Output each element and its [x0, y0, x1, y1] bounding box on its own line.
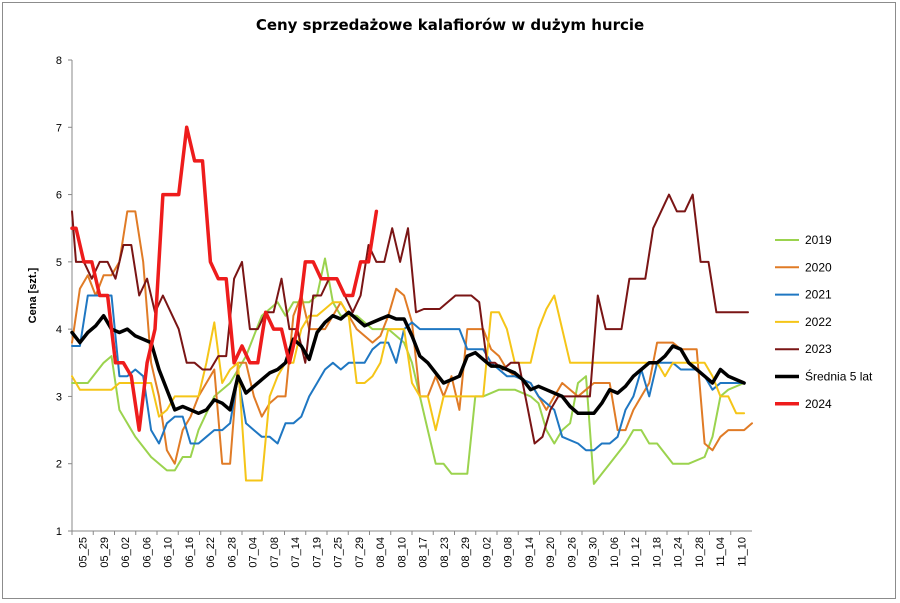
x-tick-label: 10_06 [609, 537, 621, 568]
x-tick-label: 07_14 [290, 537, 302, 568]
y-tick-label: 4 [56, 324, 62, 336]
y-tick-label: 7 [56, 122, 62, 134]
series-line-2024 [70, 125, 379, 432]
legend-label: 2022 [805, 315, 832, 329]
x-tick-label: 08_10 [396, 537, 408, 568]
x-tick-label: 06_02 [120, 537, 132, 568]
x-tick-label: 08_23 [439, 537, 451, 568]
x-tick-label: 06_16 [184, 537, 196, 568]
y-tick-label: 8 [56, 55, 62, 67]
x-tick-label: 05_25 [78, 537, 90, 568]
x-tick-label: 08_17 [418, 537, 430, 568]
x-tick-label: 06_22 [205, 537, 217, 568]
x-tick-label: 08_29 [460, 537, 472, 568]
x-tick-label: 06_28 [226, 537, 238, 568]
x-tick-label: 09_30 [588, 537, 600, 568]
legend-label: 2024 [805, 397, 832, 411]
axes: 1 2 3 4 5 6 7 8 05_25 05_29 06_02 06_06 06_10 06_16 06… [27, 55, 752, 568]
y-tick-label: 3 [56, 391, 62, 403]
series-line-2022 [71, 294, 746, 482]
legend-label: Średnia 5 lat [805, 369, 873, 384]
y-axis-label: Cena [szt.] [27, 267, 39, 323]
legend-label: 2023 [805, 342, 832, 356]
x-tick-label: 10_28 [694, 537, 706, 568]
x-tick-label: 09_14 [524, 537, 536, 568]
legend: 2019 2020 2021 2022 2023 Średnia 5 lat 2024 [775, 233, 873, 411]
x-tick-label: 06_10 [163, 537, 175, 568]
series-lines [70, 125, 753, 485]
x-tick-label: 07_25 [333, 537, 345, 568]
series-line-2023 [71, 193, 749, 445]
y-tick-label: 2 [56, 459, 62, 471]
legend-label: 2019 [805, 233, 832, 247]
legend-label: 2021 [805, 288, 832, 302]
x-tick-label: 07_19 [311, 537, 323, 568]
x-tick-label: 05_29 [99, 537, 111, 568]
x-tick-label: 07_04 [248, 537, 260, 568]
x-tick-label: 10_12 [630, 537, 642, 568]
chart-title: Ceny sprzedażowe kalafiorów w dużym hurc… [255, 16, 645, 34]
x-tick-label: 09_02 [481, 537, 493, 568]
x-tick-label: 07_08 [269, 537, 281, 568]
legend-label: 2020 [805, 260, 832, 274]
y-tick-label: 5 [56, 257, 62, 269]
x-tick-label: 09_26 [566, 537, 578, 568]
x-tick-label: 08_04 [375, 537, 387, 568]
x-tick-label: 09_20 [545, 537, 557, 568]
x-tick-label: 10_24 [673, 537, 685, 568]
x-tick-label: 06_06 [141, 537, 153, 568]
series-line-2020 [71, 210, 753, 465]
x-tick-label: 10_18 [651, 537, 663, 568]
y-tick-label: 6 [56, 190, 62, 202]
series-line-średnia-5-lat [70, 310, 746, 416]
y-tick-label: 1 [56, 526, 62, 538]
x-tick-label: 09_08 [503, 537, 515, 568]
x-tick-label: 07_29 [354, 537, 366, 568]
x-tick-label: 11_10 [736, 537, 748, 567]
x-tick-label: 11_04 [715, 537, 727, 567]
series-line-2021 [71, 294, 746, 452]
series-line-2019 [71, 257, 746, 485]
